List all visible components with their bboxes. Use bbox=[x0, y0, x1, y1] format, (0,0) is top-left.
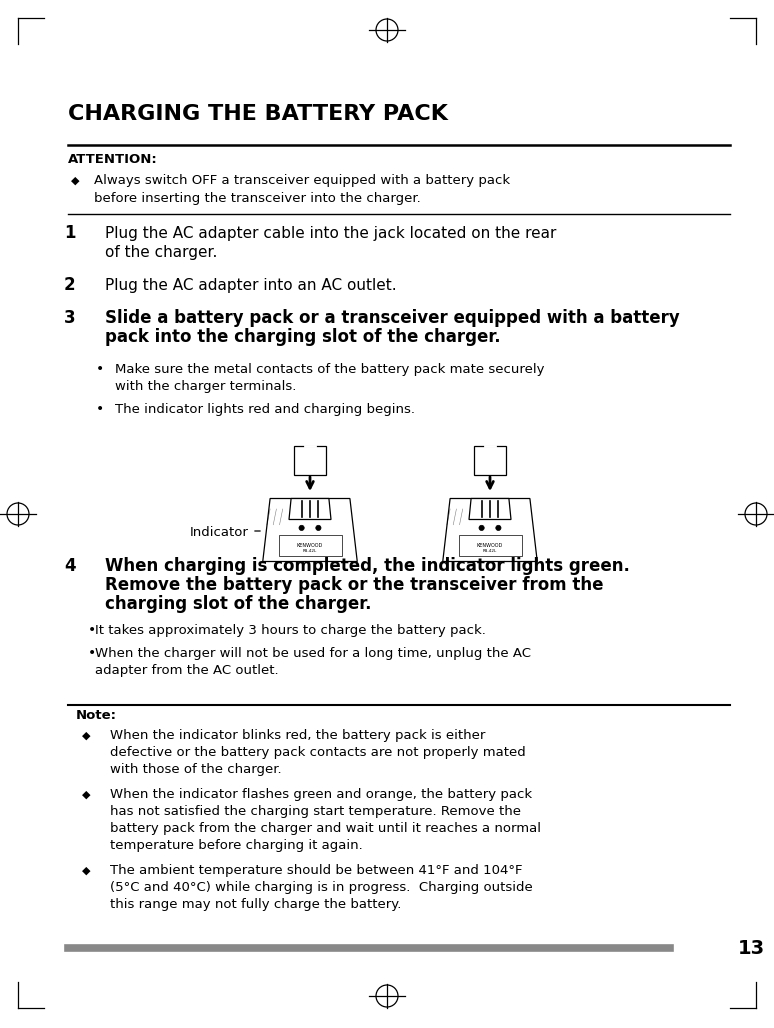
Text: 3: 3 bbox=[64, 309, 76, 327]
Polygon shape bbox=[262, 499, 358, 561]
Text: The indicator lights red and charging begins.: The indicator lights red and charging be… bbox=[115, 403, 415, 416]
Text: 2: 2 bbox=[64, 276, 76, 294]
Text: adapter from the AC outlet.: adapter from the AC outlet. bbox=[95, 664, 279, 677]
Text: ◆: ◆ bbox=[71, 176, 80, 186]
Polygon shape bbox=[469, 499, 511, 519]
Polygon shape bbox=[443, 499, 537, 561]
Circle shape bbox=[299, 525, 304, 530]
Text: It takes approximately 3 hours to charge the battery pack.: It takes approximately 3 hours to charge… bbox=[95, 624, 486, 637]
Text: •: • bbox=[96, 402, 104, 416]
Text: pack into the charging slot of the charger.: pack into the charging slot of the charg… bbox=[105, 328, 501, 346]
Polygon shape bbox=[294, 446, 326, 475]
Text: Always switch OFF a transceiver equipped with a battery pack: Always switch OFF a transceiver equipped… bbox=[94, 174, 510, 187]
Polygon shape bbox=[474, 446, 505, 475]
Circle shape bbox=[479, 525, 485, 530]
Text: PB-42L: PB-42L bbox=[483, 549, 497, 553]
Text: When charging is completed, the indicator lights green.: When charging is completed, the indicato… bbox=[105, 557, 630, 575]
Text: Note:: Note: bbox=[76, 709, 117, 722]
Text: When the indicator blinks red, the battery pack is either: When the indicator blinks red, the batte… bbox=[110, 729, 485, 742]
Text: before inserting the transceiver into the charger.: before inserting the transceiver into th… bbox=[94, 192, 421, 205]
Circle shape bbox=[496, 525, 501, 530]
Text: •: • bbox=[88, 646, 96, 660]
Text: Plug the AC adapter cable into the jack located on the rear: Plug the AC adapter cable into the jack … bbox=[105, 226, 557, 241]
Circle shape bbox=[316, 525, 321, 530]
Text: Plug the AC adapter into an AC outlet.: Plug the AC adapter into an AC outlet. bbox=[105, 278, 396, 293]
Text: defective or the battery pack contacts are not properly mated: defective or the battery pack contacts a… bbox=[110, 746, 526, 759]
Text: this range may not fully charge the battery.: this range may not fully charge the batt… bbox=[110, 898, 402, 911]
Text: Indicator: Indicator bbox=[190, 526, 249, 539]
Text: KENWOOD: KENWOOD bbox=[477, 543, 503, 548]
Text: Remove the battery pack or the transceiver from the: Remove the battery pack or the transceiv… bbox=[105, 576, 604, 594]
Text: charging slot of the charger.: charging slot of the charger. bbox=[105, 595, 372, 613]
Text: PB-42L: PB-42L bbox=[303, 549, 317, 553]
Text: When the indicator flashes green and orange, the battery pack: When the indicator flashes green and ora… bbox=[110, 788, 533, 801]
Text: ATTENTION:: ATTENTION: bbox=[68, 153, 158, 166]
Text: CHARGING THE BATTERY PACK: CHARGING THE BATTERY PACK bbox=[68, 104, 448, 124]
Text: Make sure the metal contacts of the battery pack mate securely: Make sure the metal contacts of the batt… bbox=[115, 363, 544, 376]
Text: 4: 4 bbox=[64, 557, 76, 575]
Text: KENWOOD: KENWOOD bbox=[297, 543, 323, 548]
Text: •: • bbox=[96, 362, 104, 376]
Text: ◆: ◆ bbox=[82, 790, 91, 800]
Text: ◆: ◆ bbox=[82, 731, 91, 741]
Polygon shape bbox=[289, 499, 331, 519]
Text: •: • bbox=[88, 623, 96, 637]
Text: (5°C and 40°C) while charging is in progress.  Charging outside: (5°C and 40°C) while charging is in prog… bbox=[110, 881, 533, 894]
Text: 13: 13 bbox=[738, 939, 765, 957]
Text: with the charger terminals.: with the charger terminals. bbox=[115, 380, 296, 393]
Text: has not satisfied the charging start temperature. Remove the: has not satisfied the charging start tem… bbox=[110, 805, 521, 818]
Text: ◆: ◆ bbox=[82, 866, 91, 876]
Text: battery pack from the charger and wait until it reaches a normal: battery pack from the charger and wait u… bbox=[110, 822, 541, 835]
Text: 1: 1 bbox=[64, 224, 76, 242]
Text: of the charger.: of the charger. bbox=[105, 245, 217, 260]
Text: with those of the charger.: with those of the charger. bbox=[110, 763, 282, 776]
Text: Slide a battery pack or a transceiver equipped with a battery: Slide a battery pack or a transceiver eq… bbox=[105, 309, 680, 327]
Text: When the charger will not be used for a long time, unplug the AC: When the charger will not be used for a … bbox=[95, 647, 531, 660]
Text: temperature before charging it again.: temperature before charging it again. bbox=[110, 839, 363, 852]
Text: The ambient temperature should be between 41°F and 104°F: The ambient temperature should be betwee… bbox=[110, 864, 522, 877]
